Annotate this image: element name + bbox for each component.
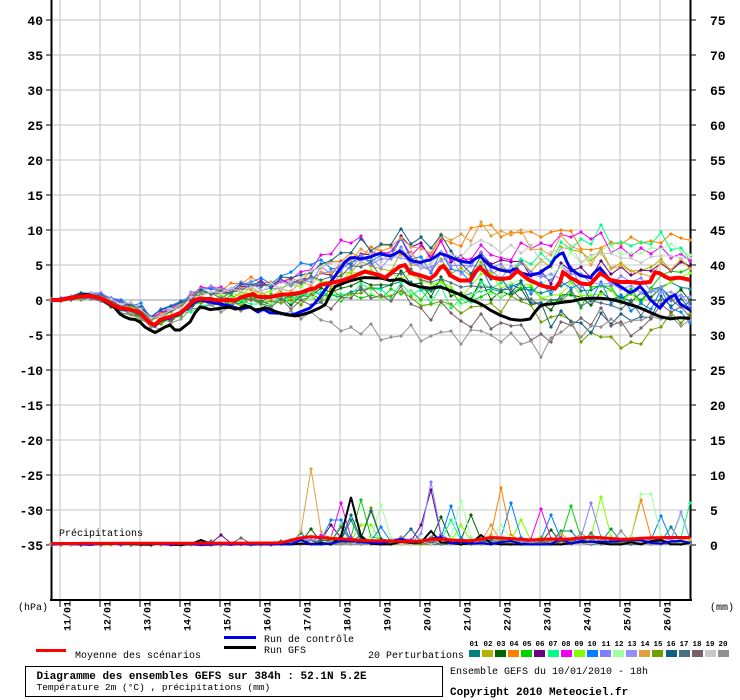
svg-text:24/01: 24/01 [583, 601, 595, 631]
svg-text:Run de contrôle: Run de contrôle [264, 634, 354, 646]
svg-text:20: 20 [710, 399, 726, 414]
svg-text:19: 19 [705, 641, 715, 649]
svg-text:-10: -10 [20, 364, 44, 379]
svg-text:65: 65 [710, 84, 726, 99]
svg-text:22/01: 22/01 [503, 601, 515, 631]
svg-text:05: 05 [522, 641, 532, 649]
svg-text:Run GFS: Run GFS [264, 646, 306, 657]
svg-text:-25: -25 [20, 469, 44, 484]
svg-text:40: 40 [27, 14, 43, 29]
svg-text:17: 17 [679, 641, 688, 649]
svg-text:Température 2m (°C) , précipit: Température 2m (°C) , précipitations (mm… [37, 682, 271, 693]
svg-text:20: 20 [27, 154, 43, 169]
svg-text:25/01: 25/01 [623, 601, 635, 631]
svg-text:Moyenne des scénarios: Moyenne des scénarios [75, 650, 201, 662]
svg-text:26/01: 26/01 [663, 601, 675, 631]
svg-text:5: 5 [710, 504, 718, 519]
svg-text:-35: -35 [20, 539, 44, 554]
svg-text:60: 60 [710, 119, 726, 134]
svg-text:75: 75 [710, 14, 726, 29]
svg-text:12: 12 [614, 641, 624, 649]
svg-text:21/01: 21/01 [463, 601, 475, 631]
svg-text:19/01: 19/01 [383, 601, 395, 631]
svg-text:Ensemble GEFS du 10/01/2010 -: Ensemble GEFS du 10/01/2010 - 18h [450, 666, 648, 678]
svg-text:55: 55 [710, 154, 726, 169]
svg-text:0: 0 [35, 294, 43, 309]
svg-text:13/01: 13/01 [143, 601, 155, 631]
svg-text:15/01: 15/01 [223, 601, 235, 631]
svg-text:14: 14 [640, 641, 650, 649]
svg-text:12/01: 12/01 [103, 601, 115, 631]
svg-text:08: 08 [561, 641, 571, 649]
svg-text:10: 10 [27, 224, 43, 239]
svg-text:35: 35 [710, 294, 726, 309]
svg-text:20: 20 [718, 641, 728, 649]
svg-text:30: 30 [27, 84, 43, 99]
svg-text:15: 15 [27, 189, 43, 204]
svg-text:16: 16 [666, 641, 676, 649]
svg-text:06: 06 [535, 641, 545, 649]
svg-text:15: 15 [710, 434, 726, 449]
svg-text:01: 01 [469, 641, 479, 649]
svg-text:18: 18 [692, 641, 702, 649]
svg-text:18/01: 18/01 [343, 601, 355, 631]
svg-text:25: 25 [27, 119, 43, 134]
svg-text:40: 40 [710, 259, 726, 274]
svg-text:-30: -30 [20, 504, 44, 519]
svg-text:-5: -5 [27, 329, 43, 344]
svg-text:10: 10 [587, 641, 597, 649]
svg-text:16/01: 16/01 [263, 601, 275, 631]
svg-text:Diagramme des ensembles GEFS s: Diagramme des ensembles GEFS sur 384h : … [37, 671, 367, 683]
svg-text:5: 5 [35, 259, 43, 274]
svg-text:50: 50 [710, 189, 726, 204]
svg-text:70: 70 [710, 49, 726, 64]
svg-text:Copyright 2010 Meteociel.fr: Copyright 2010 Meteociel.fr [450, 687, 628, 699]
svg-text:-20: -20 [20, 434, 44, 449]
svg-text:0: 0 [710, 539, 718, 554]
svg-text:15: 15 [653, 641, 663, 649]
svg-text:14/01: 14/01 [183, 601, 195, 631]
svg-text:11: 11 [601, 641, 611, 649]
svg-text:45: 45 [710, 224, 726, 239]
svg-text:20 Perturbations: 20 Perturbations [368, 650, 464, 662]
svg-text:25: 25 [710, 364, 726, 379]
svg-text:20/01: 20/01 [423, 601, 435, 631]
svg-text:17/01: 17/01 [303, 601, 315, 631]
svg-text:Précipitations: Précipitations [59, 528, 143, 540]
svg-text:30: 30 [710, 329, 726, 344]
svg-text:07: 07 [548, 641, 557, 649]
svg-text:10: 10 [710, 469, 726, 484]
svg-text:(mm): (mm) [710, 602, 734, 614]
svg-text:03: 03 [496, 641, 506, 649]
svg-text:02: 02 [483, 641, 493, 649]
svg-text:-15: -15 [20, 399, 44, 414]
svg-text:13: 13 [627, 641, 637, 649]
svg-text:04: 04 [509, 641, 519, 649]
svg-text:09: 09 [574, 641, 584, 649]
svg-text:35: 35 [27, 49, 43, 64]
svg-text:11/01: 11/01 [63, 601, 75, 631]
svg-text:23/01: 23/01 [543, 601, 555, 631]
svg-text:(hPa): (hPa) [18, 602, 48, 614]
